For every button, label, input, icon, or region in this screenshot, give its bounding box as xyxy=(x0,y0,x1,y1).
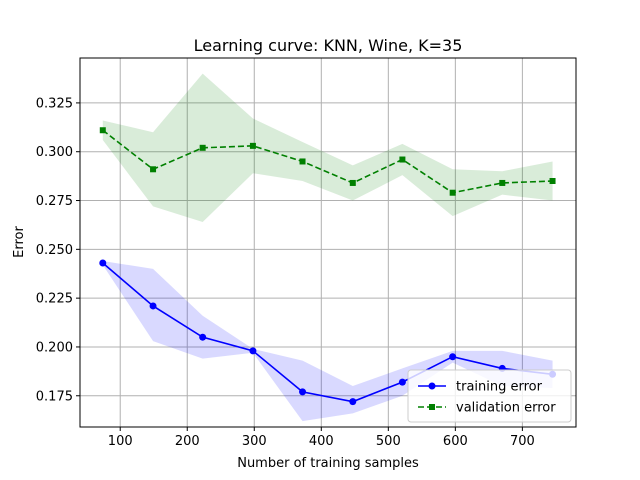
series-0-band xyxy=(102,261,553,422)
x-tick-label: 200 xyxy=(175,434,200,449)
series-0-point xyxy=(449,353,457,361)
series-0-point xyxy=(398,378,406,386)
x-tick-label: 100 xyxy=(108,434,133,449)
y-tick-label: 0.275 xyxy=(36,194,73,209)
series-0-point xyxy=(299,388,307,396)
x-tick-label: 400 xyxy=(309,434,334,449)
series-1-point xyxy=(99,127,106,134)
x-tick-label: 600 xyxy=(443,434,468,449)
series-1-point xyxy=(199,144,206,151)
series-1-point xyxy=(299,158,306,165)
series-markers xyxy=(99,127,557,406)
legend-marker-0 xyxy=(428,382,436,390)
legend-label-0: training error xyxy=(456,380,543,395)
y-tick-label: 0.250 xyxy=(36,243,73,258)
series-1-band xyxy=(102,73,553,222)
series-0-point xyxy=(199,333,207,341)
x-tick-label: 500 xyxy=(376,434,401,449)
y-axis-ticks: 0.175 0.200 0.225 0.250 0.275 0.300 0.325 xyxy=(36,96,80,404)
series-1-point xyxy=(449,189,456,196)
y-tick-label: 0.175 xyxy=(36,389,73,404)
series-0-point xyxy=(349,398,357,406)
y-tick-label: 0.325 xyxy=(36,96,73,111)
x-axis-ticks: 100 200 300 400 500 600 700 xyxy=(108,427,535,449)
legend-label-1: validation error xyxy=(456,401,556,416)
x-axis-label: Number of training samples xyxy=(237,456,419,471)
series-0-point xyxy=(249,347,257,355)
series-0-point xyxy=(99,259,107,267)
legend: training error validation error xyxy=(407,369,572,423)
series-1-point xyxy=(549,178,556,184)
x-tick-label: 700 xyxy=(510,434,535,449)
grid xyxy=(80,58,576,427)
error-bands xyxy=(102,73,553,422)
series-lines xyxy=(102,129,553,403)
legend-marker-1 xyxy=(429,404,435,410)
plot-frame xyxy=(79,57,577,428)
series-1-line xyxy=(102,129,553,194)
series-1-point xyxy=(499,179,506,186)
series-1-point xyxy=(150,166,157,173)
legend-box xyxy=(407,369,572,423)
series-0-line xyxy=(102,262,553,403)
chart-title: Learning curve: KNN, Wine, K=35 xyxy=(194,36,463,55)
series-1-point xyxy=(249,142,256,149)
y-tick-label: 0.300 xyxy=(36,145,73,160)
series-0-point xyxy=(149,302,157,310)
y-tick-label: 0.200 xyxy=(36,340,73,355)
y-tick-label: 0.225 xyxy=(36,292,73,307)
y-axis-label: Error xyxy=(12,226,27,258)
x-tick-label: 300 xyxy=(242,434,267,449)
series-1-point xyxy=(399,156,406,163)
series-1-point xyxy=(349,179,356,186)
